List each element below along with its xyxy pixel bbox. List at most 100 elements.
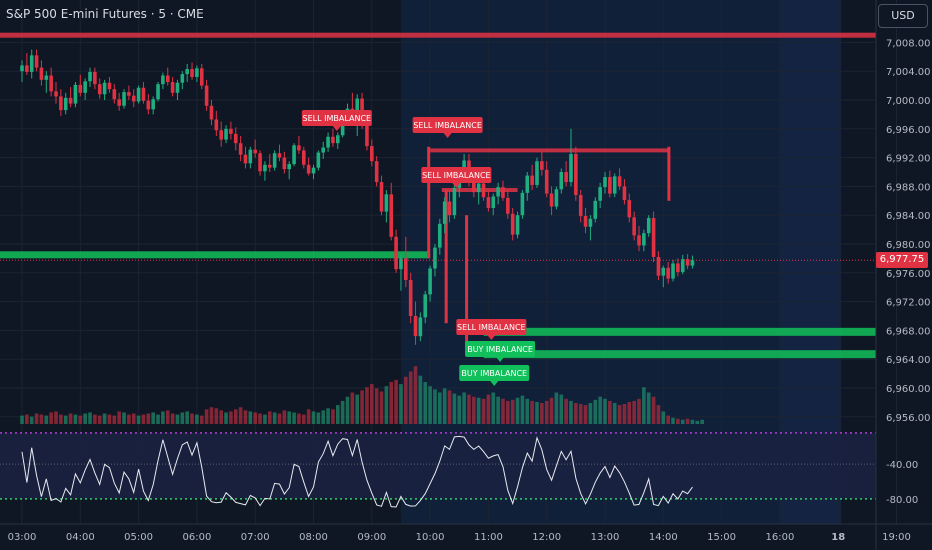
zone-resistance: [0, 32, 876, 38]
candle-body: [544, 169, 549, 194]
time-tick-label: 15:00: [707, 532, 736, 543]
time-tick-label: 16:00: [765, 532, 794, 543]
candle-body: [680, 259, 685, 273]
volume-bar: [355, 394, 360, 424]
time-tick-label: 03:00: [8, 532, 37, 543]
candle-body: [355, 98, 360, 118]
imbalance-label-text: SELL IMBALANCE: [422, 171, 491, 180]
candle-body: [156, 84, 160, 100]
imbalance-label-box: [421, 167, 492, 183]
candle-body: [408, 280, 413, 316]
candle-body: [331, 136, 335, 144]
imbalance-label-box: [412, 117, 483, 133]
candle-body: [282, 157, 287, 170]
candle-body: [131, 95, 136, 102]
volume-bar: [627, 401, 632, 424]
candle-body: [554, 189, 559, 207]
candle-body: [180, 74, 185, 83]
oscillator-pane: [0, 432, 876, 508]
candle-body: [617, 176, 622, 187]
time-tick-label: 06:00: [182, 532, 211, 543]
time-tick-label: 05:00: [124, 532, 153, 543]
volume-bar: [59, 414, 63, 424]
candle-body: [272, 153, 277, 168]
volume-bar: [335, 405, 340, 424]
volume-bar: [510, 399, 515, 424]
currency-button[interactable]: USD: [878, 4, 928, 28]
candle-body: [267, 164, 272, 168]
volume-bar: [535, 401, 539, 424]
candle-body: [666, 267, 670, 279]
candle-body: [540, 161, 544, 170]
imbalance-label-sell: SELL IMBALANCE: [456, 319, 527, 340]
volume-bar: [578, 404, 583, 424]
price-tick-label: 6,968.00: [886, 326, 931, 337]
candle-body: [306, 164, 311, 174]
candle-body: [676, 263, 680, 273]
candle-body: [671, 263, 675, 279]
volume-bar: [554, 392, 559, 424]
volume-bar: [146, 413, 151, 424]
candle-body: [63, 97, 68, 111]
candle-body: [661, 267, 666, 276]
candle-body: [209, 105, 214, 120]
candle-body: [292, 145, 296, 165]
time-tick-label: 19:00: [882, 532, 911, 543]
candle-body: [462, 160, 466, 173]
imbalance-label-text: SELL IMBALANCE: [413, 121, 482, 130]
volume-bar: [292, 412, 296, 424]
time-tick-label: 12:00: [532, 532, 561, 543]
volume-bar: [306, 409, 311, 424]
volume-bar: [185, 411, 189, 424]
candle-body: [93, 71, 97, 85]
volume-bar: [365, 387, 369, 424]
candle-body: [258, 153, 262, 172]
candle-body: [165, 75, 170, 82]
volume-bar: [433, 389, 437, 424]
volume-bar: [243, 410, 248, 424]
volume-bar: [141, 414, 146, 424]
candle-body: [442, 201, 447, 224]
candle-body: [569, 154, 573, 183]
volume-bar: [272, 412, 277, 424]
candle-body: [549, 193, 554, 207]
volume-bar: [360, 390, 364, 424]
volume-bar: [598, 396, 602, 424]
volume-bar: [632, 400, 636, 424]
volume-bar: [331, 409, 335, 424]
volume-bar: [316, 412, 321, 424]
volume-bar: [462, 392, 466, 424]
candle-body: [384, 194, 389, 212]
volume-bar: [680, 419, 685, 424]
candle-body: [83, 81, 87, 93]
price-tick-label: 6,992.00: [886, 154, 931, 165]
zone-support: [0, 251, 431, 259]
imbalance-label-pointer: [443, 133, 452, 138]
oscillator-tick-label: -40.00: [886, 460, 918, 471]
candle-body: [185, 69, 189, 75]
candle-body: [452, 187, 457, 216]
volume-bar: [438, 392, 442, 424]
volume-bar: [530, 400, 534, 424]
volume-bar: [544, 400, 549, 424]
volume-bar: [25, 414, 29, 424]
time-tick-label: 07:00: [241, 532, 270, 543]
candle-body: [117, 99, 121, 106]
volume-bar: [389, 382, 394, 424]
candle-body: [127, 92, 131, 96]
candle-body: [263, 164, 267, 172]
candle-body: [433, 247, 437, 269]
volume-bar: [564, 398, 568, 424]
candle-body: [379, 182, 384, 212]
candle-body: [515, 215, 520, 235]
volume-bar: [267, 411, 272, 424]
candle-body: [520, 192, 525, 216]
candle-body: [326, 136, 330, 148]
candle-body: [29, 55, 34, 72]
imbalance-label-pointer: [490, 381, 499, 386]
volume-bar: [574, 403, 578, 424]
volume-bar: [190, 413, 194, 424]
volume-bar: [282, 410, 287, 424]
